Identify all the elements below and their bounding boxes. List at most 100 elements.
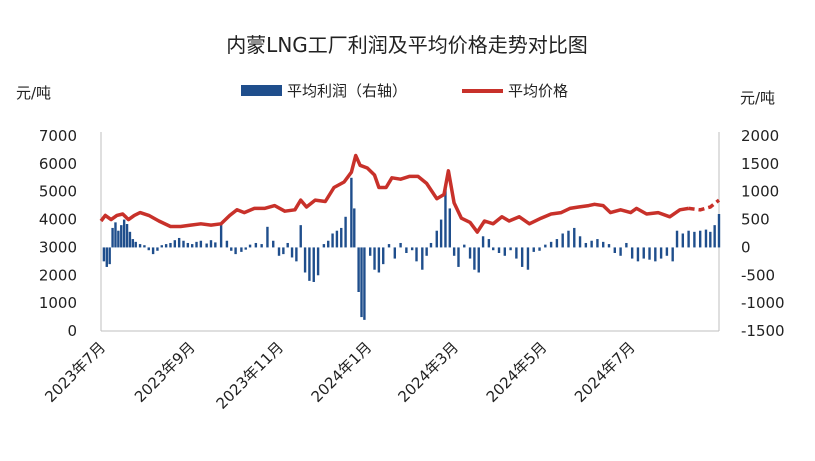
profit-bar bbox=[709, 231, 712, 248]
svg-text:2024年7月: 2024年7月 bbox=[571, 338, 639, 406]
x-tick-label: 2023年9月 bbox=[131, 338, 199, 406]
x-tick-label: 2023年11月 bbox=[213, 338, 287, 412]
x-tick-labels: 2023年7月 2023年9月 2023年11月 2024年1月 2024年3月 2024… bbox=[41, 338, 638, 412]
profit-bar bbox=[382, 247, 385, 265]
profit-bar bbox=[687, 230, 690, 248]
profit-bar bbox=[481, 236, 485, 248]
profit-bar bbox=[625, 242, 628, 248]
profit-bar bbox=[452, 247, 456, 256]
profit-bar bbox=[169, 242, 172, 248]
profit-bar bbox=[463, 244, 466, 248]
profit-bar bbox=[555, 239, 559, 248]
profit-bar bbox=[665, 247, 669, 256]
profit-bar bbox=[448, 208, 452, 248]
profit-bar bbox=[671, 247, 674, 262]
axes: 01000200030004000500060007000-1500-1000-… bbox=[39, 127, 785, 340]
profit-bar bbox=[182, 240, 185, 248]
profit-bar bbox=[209, 240, 213, 248]
profit-bar bbox=[429, 242, 433, 248]
profit-bar bbox=[360, 247, 363, 318]
profit-bar bbox=[266, 226, 269, 248]
profit-bar bbox=[532, 247, 535, 252]
profit-bar bbox=[160, 245, 163, 248]
profit-bar bbox=[405, 247, 408, 253]
profit-bar bbox=[199, 240, 203, 248]
svg-text:2024年1月: 2024年1月 bbox=[308, 338, 376, 406]
profit-bar bbox=[567, 230, 570, 248]
profit-bar bbox=[353, 208, 356, 248]
profit-bar bbox=[290, 247, 294, 258]
profit-bar bbox=[327, 240, 330, 248]
profit-bar bbox=[331, 233, 334, 248]
profit-bar bbox=[544, 244, 547, 248]
profit-bar bbox=[526, 247, 530, 270]
price-line bbox=[99, 153, 721, 234]
right-tick-label: -500 bbox=[741, 266, 775, 284]
profit-bar bbox=[399, 242, 402, 248]
profit-bar bbox=[102, 247, 106, 262]
profit-bar bbox=[350, 177, 353, 248]
profit-bar bbox=[410, 247, 414, 251]
profit-bar bbox=[114, 222, 117, 248]
profit-bar bbox=[561, 233, 564, 248]
profit-bar bbox=[277, 247, 281, 256]
right-tick-label: 2000 bbox=[741, 127, 779, 145]
profit-bar bbox=[286, 242, 289, 248]
profit-bar bbox=[303, 247, 307, 273]
x-tick-label: 2024年7月 bbox=[571, 338, 639, 406]
profit-bar bbox=[357, 247, 360, 292]
profit-bar bbox=[636, 247, 640, 262]
profit-bar bbox=[607, 244, 611, 248]
profit-bar bbox=[487, 239, 491, 248]
legend: 平均利润（右轴） 平均价格 bbox=[241, 82, 568, 100]
profit-bar bbox=[299, 225, 302, 248]
profit-bar bbox=[214, 242, 217, 248]
profit-bar bbox=[295, 247, 298, 262]
profit-bar bbox=[590, 240, 593, 248]
profit-bar bbox=[195, 241, 198, 248]
profit-bar bbox=[120, 225, 123, 248]
profit-bar bbox=[177, 237, 181, 248]
x-tick-label: 2023年7月 bbox=[41, 338, 109, 406]
profit-bar bbox=[509, 247, 512, 251]
profit-bar bbox=[312, 247, 315, 282]
profit-bar bbox=[230, 247, 233, 251]
price-line-dashed bbox=[688, 198, 721, 212]
profit-bar bbox=[717, 214, 721, 248]
profit-bar bbox=[648, 247, 651, 260]
profit-bar bbox=[681, 233, 685, 248]
legend-line-label: 平均价格 bbox=[508, 82, 568, 100]
left-tick-label: 1000 bbox=[39, 294, 77, 312]
profit-bar bbox=[234, 247, 237, 255]
profit-bar bbox=[105, 247, 108, 267]
profit-bar bbox=[435, 230, 438, 248]
profit-bar bbox=[704, 229, 708, 248]
profit-bar bbox=[164, 244, 168, 248]
svg-text:2023年11月: 2023年11月 bbox=[213, 338, 287, 412]
svg-text:2023年9月: 2023年9月 bbox=[131, 338, 199, 406]
profit-bar bbox=[613, 247, 616, 253]
svg-text:2024年5月: 2024年5月 bbox=[483, 338, 551, 406]
profit-bar bbox=[468, 247, 472, 259]
profit-bar bbox=[538, 247, 541, 251]
profit-bar bbox=[473, 247, 476, 270]
profit-bar bbox=[584, 242, 588, 248]
profit-bar bbox=[240, 247, 243, 252]
profit-bar bbox=[219, 224, 223, 248]
profit-bar bbox=[675, 230, 679, 248]
profit-bar bbox=[128, 231, 132, 248]
profit-bar bbox=[654, 247, 657, 262]
profit-bar bbox=[205, 243, 208, 248]
profit-bar bbox=[248, 244, 252, 248]
profit-bar bbox=[659, 247, 663, 259]
left-tick-label: 5000 bbox=[39, 183, 77, 201]
profit-bar bbox=[425, 247, 428, 256]
right-axis-unit: 元/吨 bbox=[740, 89, 775, 107]
profit-bar bbox=[619, 247, 622, 256]
profit-bar bbox=[186, 242, 190, 248]
left-tick-label: 7000 bbox=[39, 127, 77, 145]
profit-bar bbox=[363, 247, 366, 320]
profit-bar bbox=[122, 219, 126, 248]
profit-bar bbox=[698, 230, 702, 248]
